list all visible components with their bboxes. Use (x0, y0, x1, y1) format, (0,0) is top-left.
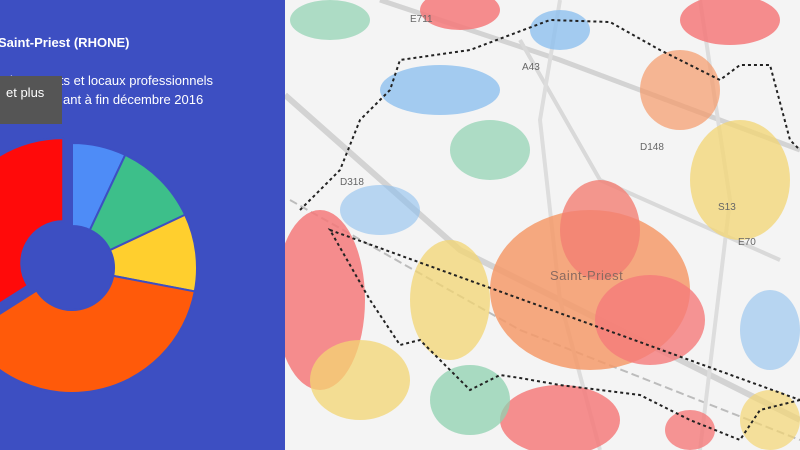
road-label: E711 (410, 14, 433, 25)
road-label: A43 (522, 62, 540, 73)
donut-segment[interactable] (0, 274, 196, 394)
panel-title: Saint-Priest (RHONE) (0, 35, 129, 50)
donut-chart (0, 137, 198, 394)
road-label: D148 (640, 142, 664, 153)
map[interactable]: Saint-Priest E711 A43 D148 S13 E70 D318 (275, 0, 800, 450)
commune-boundary (299, 18, 800, 442)
map-density-blobs (275, 0, 800, 450)
tooltip-text: et plus (6, 85, 45, 100)
info-panel: Saint-Priest (RHONE) logements et locaux… (0, 0, 285, 450)
road-label: E70 (738, 237, 756, 248)
panel-subtitle: ant à fin décembre 2016 (63, 92, 203, 107)
donut-segment[interactable] (0, 137, 65, 330)
road-label: S13 (718, 202, 736, 213)
road-label: D318 (340, 177, 364, 188)
place-label: Saint-Priest (550, 268, 623, 283)
tooltip (0, 76, 62, 124)
